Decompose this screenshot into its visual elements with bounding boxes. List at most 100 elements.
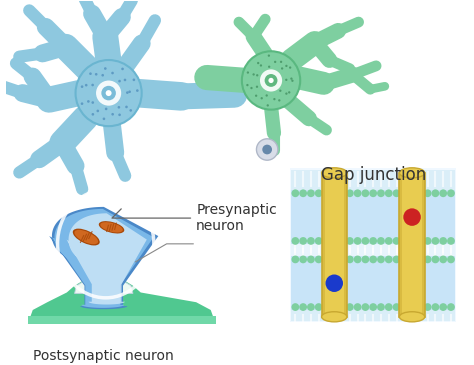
Text: Postsynaptic neuron: Postsynaptic neuron [33,349,174,363]
Circle shape [369,237,377,245]
Circle shape [385,189,392,197]
Circle shape [424,189,431,197]
Circle shape [424,255,431,263]
Circle shape [307,303,315,311]
Circle shape [285,78,287,81]
Circle shape [265,94,268,97]
Ellipse shape [99,221,124,234]
Circle shape [97,110,99,112]
Circle shape [246,84,248,86]
Circle shape [105,108,108,110]
Bar [291,168,456,322]
Circle shape [290,77,292,80]
Circle shape [81,102,83,105]
Circle shape [96,81,121,105]
Circle shape [403,208,421,226]
Circle shape [291,80,293,82]
Text: Gap junction: Gap junction [320,166,426,184]
Polygon shape [74,278,133,293]
Circle shape [280,61,282,63]
Circle shape [362,237,369,245]
Circle shape [268,66,270,68]
Circle shape [292,237,299,245]
Circle shape [346,237,354,245]
Text: Presynaptic
neuron: Presynaptic neuron [112,203,277,233]
Bar [322,173,325,317]
Circle shape [256,85,258,88]
Circle shape [326,274,343,292]
Circle shape [289,66,292,69]
Polygon shape [49,207,158,309]
Circle shape [392,255,401,263]
Circle shape [268,78,273,83]
Circle shape [346,189,354,197]
Circle shape [118,106,120,109]
Circle shape [133,78,135,81]
Bar [292,244,455,257]
Circle shape [91,113,94,116]
Circle shape [288,91,291,93]
Circle shape [101,74,104,77]
Circle shape [292,303,299,311]
Circle shape [447,303,455,311]
Ellipse shape [322,312,347,322]
Circle shape [299,255,307,263]
Bar [322,173,347,317]
Circle shape [354,303,362,311]
Ellipse shape [100,222,123,233]
Circle shape [260,69,282,92]
Circle shape [424,303,431,311]
Circle shape [346,255,354,263]
Circle shape [439,303,447,311]
Bar [422,173,425,317]
Bar [400,173,425,317]
Ellipse shape [400,168,425,178]
Circle shape [369,303,377,311]
Circle shape [307,189,315,197]
Circle shape [253,73,255,76]
Circle shape [257,62,259,64]
Circle shape [87,100,90,103]
Circle shape [278,99,281,101]
Circle shape [285,92,288,95]
Ellipse shape [400,312,425,322]
Circle shape [385,255,392,263]
Circle shape [266,104,269,107]
Circle shape [392,303,401,311]
Circle shape [256,139,278,160]
Circle shape [85,84,88,87]
Circle shape [136,89,139,92]
Circle shape [377,237,385,245]
Circle shape [255,95,257,97]
Ellipse shape [322,168,347,178]
Circle shape [439,189,447,197]
Circle shape [354,237,362,245]
Circle shape [307,255,315,263]
Circle shape [264,74,277,87]
Circle shape [103,118,105,120]
Circle shape [126,91,128,94]
Circle shape [281,67,283,70]
Circle shape [111,72,114,74]
Circle shape [362,255,369,263]
Circle shape [307,237,315,245]
Circle shape [377,255,385,263]
Circle shape [81,85,83,88]
Circle shape [431,303,439,311]
Circle shape [268,54,270,57]
Circle shape [431,189,439,197]
Circle shape [315,189,323,197]
Circle shape [246,72,249,74]
Circle shape [377,303,385,311]
Circle shape [101,86,116,100]
Circle shape [439,255,447,263]
Circle shape [104,67,107,70]
Circle shape [250,87,253,89]
Circle shape [256,74,258,77]
Circle shape [346,303,354,311]
Bar [344,173,347,317]
Circle shape [260,64,262,67]
Circle shape [124,78,126,81]
Circle shape [95,73,98,76]
Circle shape [299,237,307,245]
